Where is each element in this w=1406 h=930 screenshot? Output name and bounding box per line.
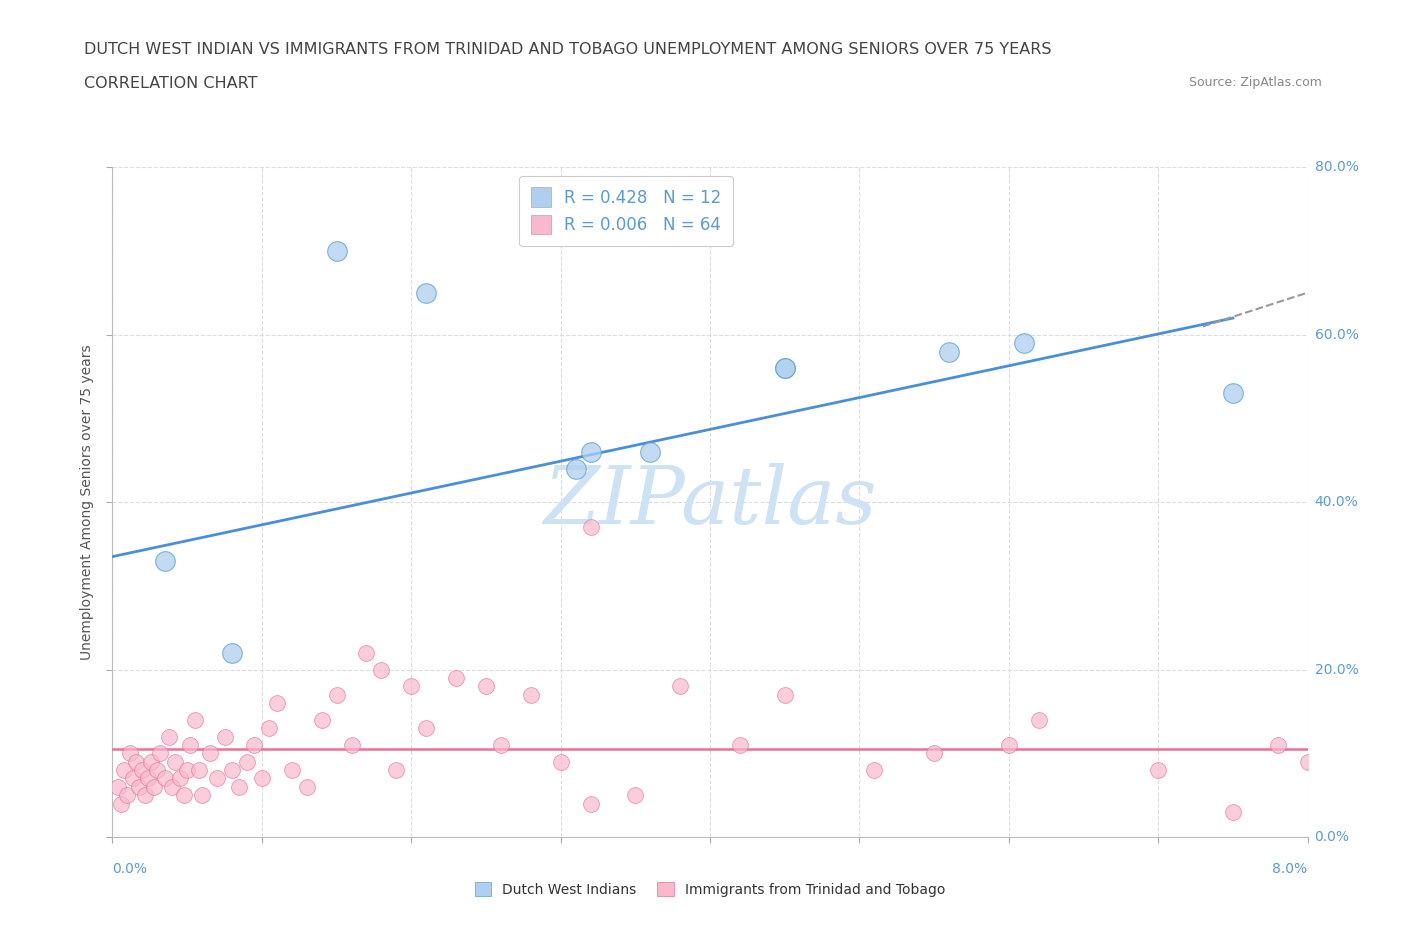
Point [489, 737, 512, 752]
Point [141, 754, 163, 769]
Point [564, 461, 586, 476]
Point [325, 687, 347, 702]
Legend: Dutch West Indians, Immigrants from Trinidad and Tobago: Dutch West Indians, Immigrants from Trin… [468, 875, 952, 904]
Point [370, 662, 392, 677]
Point [134, 788, 156, 803]
Point [191, 788, 214, 803]
Point [938, 344, 960, 359]
Point [1028, 712, 1050, 727]
Point [153, 553, 176, 568]
Point [128, 779, 150, 794]
Point [259, 721, 281, 736]
Point [165, 754, 187, 769]
Text: 60.0%: 60.0% [1315, 327, 1358, 342]
Point [146, 763, 169, 777]
Point [520, 687, 543, 702]
Point [579, 445, 602, 459]
Point [325, 244, 347, 259]
Point [415, 286, 437, 300]
Point [250, 771, 273, 786]
Point [579, 520, 602, 535]
Point [1222, 386, 1244, 401]
Text: 8.0%: 8.0% [1272, 862, 1308, 876]
Point [295, 779, 318, 794]
Point [773, 361, 796, 376]
Point [169, 771, 191, 786]
Point [281, 763, 304, 777]
Point [669, 679, 692, 694]
Point [444, 671, 467, 685]
Point [120, 746, 142, 761]
Point [1147, 763, 1170, 777]
Point [638, 445, 662, 459]
Point [1267, 737, 1289, 752]
Point [153, 771, 176, 786]
Point [183, 712, 205, 727]
Text: Source: ZipAtlas.com: Source: ZipAtlas.com [1188, 76, 1322, 89]
Point [266, 696, 288, 711]
Point [998, 737, 1021, 752]
Point [110, 796, 132, 811]
Point [773, 687, 796, 702]
Point [143, 779, 166, 794]
Text: DUTCH WEST INDIAN VS IMMIGRANTS FROM TRINIDAD AND TOBAGO UNEMPLOYMENT AMONG SENI: DUTCH WEST INDIAN VS IMMIGRANTS FROM TRI… [84, 42, 1052, 57]
Point [173, 788, 195, 803]
Point [228, 779, 250, 794]
Text: 0.0%: 0.0% [1315, 830, 1350, 844]
Point [188, 763, 211, 777]
Point [205, 771, 228, 786]
Point [198, 746, 221, 761]
Point [550, 754, 572, 769]
Point [1296, 754, 1319, 769]
Text: 20.0%: 20.0% [1315, 662, 1358, 677]
Point [1222, 804, 1244, 819]
Y-axis label: Unemployment Among Seniors over 75 years: Unemployment Among Seniors over 75 years [80, 344, 94, 660]
Point [340, 737, 363, 752]
Point [773, 361, 796, 376]
Text: 0.0%: 0.0% [112, 862, 148, 876]
Point [114, 763, 135, 777]
Point [157, 729, 180, 744]
Point [579, 796, 602, 811]
Point [162, 779, 183, 794]
Point [922, 746, 945, 761]
Point [624, 788, 647, 803]
Point [149, 746, 172, 761]
Text: 40.0%: 40.0% [1315, 495, 1358, 510]
Point [107, 779, 129, 794]
Point [117, 788, 139, 803]
Point [236, 754, 259, 769]
Point [122, 771, 145, 786]
Text: ZIPatlas: ZIPatlas [543, 463, 877, 541]
Point [475, 679, 498, 694]
Point [356, 645, 378, 660]
Point [131, 763, 153, 777]
Point [1012, 336, 1035, 351]
Text: 80.0%: 80.0% [1315, 160, 1358, 175]
Point [863, 763, 886, 777]
Point [243, 737, 266, 752]
Text: CORRELATION CHART: CORRELATION CHART [84, 76, 257, 91]
Point [401, 679, 423, 694]
Point [415, 721, 437, 736]
Point [221, 645, 243, 660]
Point [385, 763, 408, 777]
Point [221, 763, 243, 777]
Point [311, 712, 333, 727]
Point [138, 771, 160, 786]
Point [214, 729, 236, 744]
Point [179, 737, 201, 752]
Point [125, 754, 148, 769]
Point [728, 737, 751, 752]
Point [176, 763, 198, 777]
